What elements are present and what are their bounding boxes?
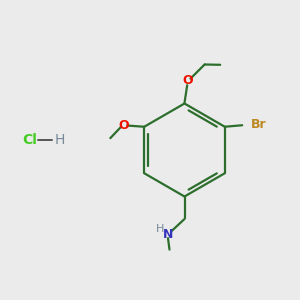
Text: Cl: Cl bbox=[22, 133, 38, 146]
Text: O: O bbox=[118, 119, 128, 132]
Text: H: H bbox=[54, 133, 64, 146]
Text: Br: Br bbox=[251, 118, 267, 131]
Text: N: N bbox=[163, 228, 173, 241]
Text: O: O bbox=[183, 74, 194, 88]
Text: H: H bbox=[155, 224, 164, 234]
